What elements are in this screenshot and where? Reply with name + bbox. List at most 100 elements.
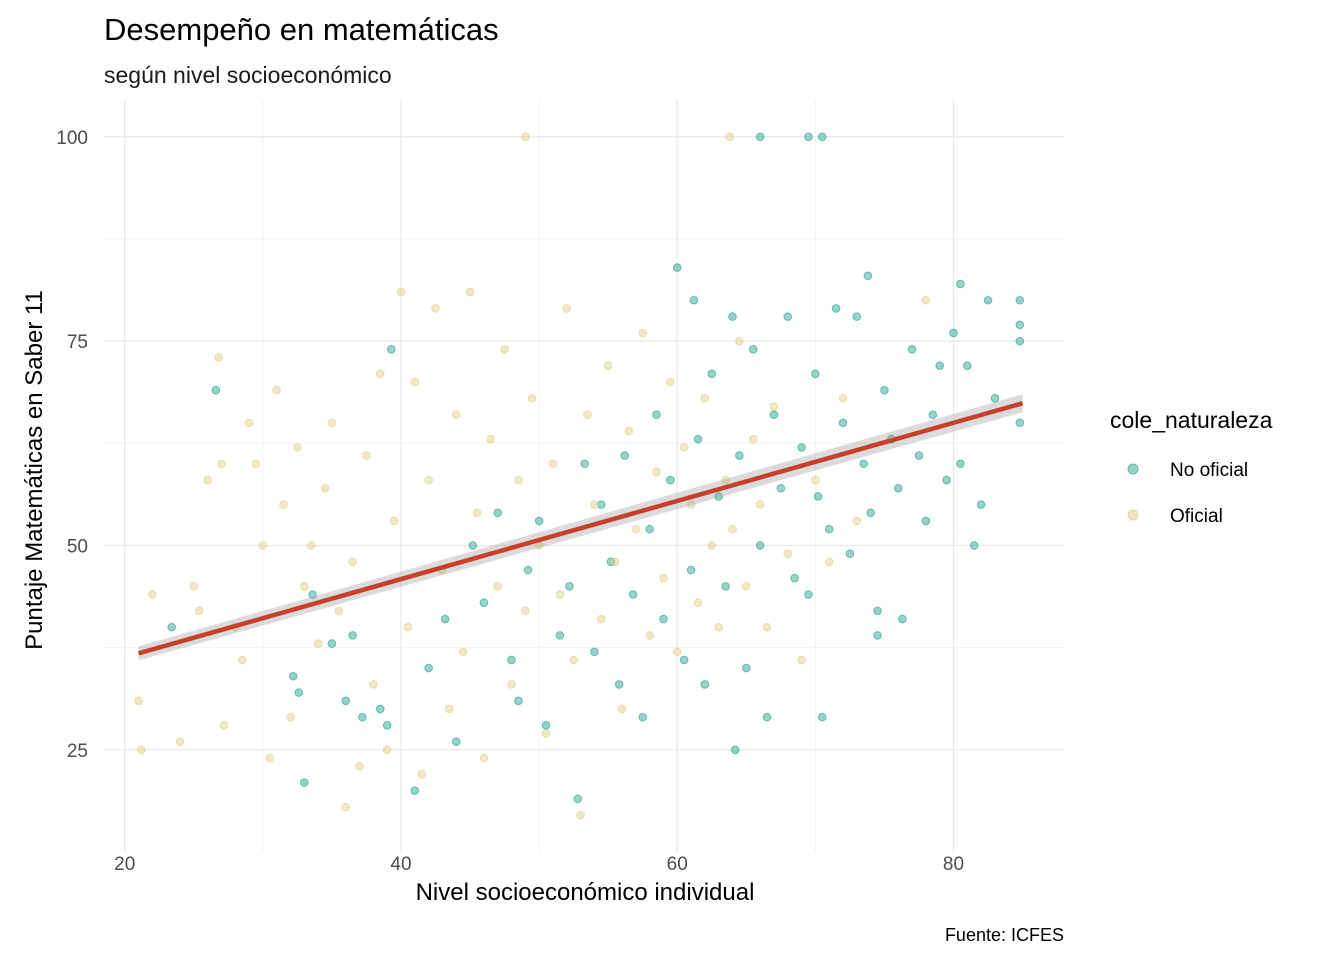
point-oficial <box>148 590 157 599</box>
point-no-oficial <box>468 541 478 550</box>
point-no-oficial <box>714 492 723 501</box>
point-oficial <box>214 353 223 362</box>
point-oficial <box>410 377 420 387</box>
point-oficial <box>742 582 751 591</box>
point-oficial <box>721 475 730 485</box>
point-oficial <box>735 336 744 346</box>
point-no-oficial <box>1015 320 1025 330</box>
point-no-oficial <box>817 132 827 142</box>
point-no-oficial <box>762 712 772 722</box>
point-no-oficial <box>907 345 917 354</box>
point-oficial <box>700 394 710 403</box>
point-no-oficial <box>990 394 1000 403</box>
point-no-oficial <box>748 345 758 354</box>
point-oficial <box>417 770 426 779</box>
point-oficial <box>320 483 330 493</box>
point-no-oficial <box>914 451 924 460</box>
point-oficial <box>500 345 509 354</box>
point-oficial <box>313 639 323 648</box>
point-oficial <box>265 753 275 763</box>
point-oficial <box>769 402 779 411</box>
point-oficial <box>783 549 793 558</box>
point-no-oficial <box>976 500 986 509</box>
point-no-oficial <box>831 304 841 313</box>
point-oficial <box>272 385 281 395</box>
point-no-oficial <box>783 312 793 321</box>
point-no-oficial <box>382 721 392 730</box>
point-no-oficial <box>686 565 696 575</box>
point-no-oficial <box>898 614 907 624</box>
point-no-oficial <box>645 524 654 534</box>
point-oficial <box>203 475 212 485</box>
point-oficial <box>748 434 758 444</box>
point-oficial <box>451 410 461 419</box>
point-no-oficial <box>845 549 855 558</box>
point-no-oficial <box>721 582 730 591</box>
point-oficial <box>714 622 723 632</box>
point-no-oficial <box>1015 295 1025 305</box>
point-no-oficial <box>410 786 420 795</box>
point-oficial <box>348 557 357 567</box>
point-no-oficial <box>573 794 583 804</box>
point-no-oficial <box>790 573 799 583</box>
point-no-oficial <box>776 483 786 493</box>
point-oficial <box>672 647 682 657</box>
point-oficial <box>645 631 654 640</box>
point-oficial <box>493 582 502 591</box>
point-no-oficial <box>728 312 737 321</box>
legend-label-oficial: Oficial <box>1170 506 1223 527</box>
point-no-oficial <box>299 778 309 787</box>
point-no-oficial <box>838 418 848 428</box>
point-oficial <box>403 622 413 632</box>
point-no-oficial <box>424 663 433 673</box>
point-no-oficial <box>590 647 599 657</box>
point-oficial <box>541 729 551 738</box>
legend-label-no-oficial: No oficial <box>1170 460 1248 481</box>
point-no-oficial <box>308 590 317 599</box>
point-no-oficial <box>620 451 630 460</box>
chart-title: Desempeño en matemáticas <box>104 12 499 47</box>
point-oficial <box>382 745 392 755</box>
point-no-oficial <box>652 410 661 419</box>
point-no-oficial <box>451 737 461 746</box>
point-no-oficial <box>928 410 938 419</box>
point-no-oficial <box>863 271 873 281</box>
point-oficial <box>195 606 204 616</box>
point-no-oficial <box>824 524 834 534</box>
point-oficial <box>583 410 592 419</box>
axis-ticks: 20 40 60 80 25 50 75 100 <box>56 128 964 875</box>
point-oficial <box>299 582 309 591</box>
point-oficial <box>617 704 627 714</box>
point-oficial <box>341 802 351 812</box>
point-no-oficial <box>755 541 765 550</box>
caption: Fuente: ICFES <box>945 925 1064 945</box>
point-no-oficial <box>534 516 544 526</box>
point-oficial <box>389 516 399 526</box>
point-oficial <box>797 655 806 665</box>
point-oficial <box>458 647 468 657</box>
x-tick-label: 20 <box>114 854 135 875</box>
point-oficial <box>369 680 378 689</box>
y-tick-label: 50 <box>67 536 88 557</box>
point-no-oficial <box>507 655 516 665</box>
point-oficial <box>603 361 613 370</box>
point-oficial <box>762 622 772 632</box>
point-no-oficial <box>811 369 820 379</box>
x-tick-label: 80 <box>943 854 964 875</box>
point-no-oficial <box>479 598 489 607</box>
point-no-oficial <box>672 263 682 272</box>
point-oficial <box>707 541 717 550</box>
point-oficial <box>852 516 862 526</box>
point-oficial <box>562 304 572 313</box>
point-no-oficial <box>873 631 882 640</box>
point-oficial <box>327 418 337 428</box>
point-no-oficial <box>580 459 589 469</box>
point-no-oficial <box>523 565 533 575</box>
point-no-oficial <box>873 606 882 616</box>
point-no-oficial <box>565 582 574 591</box>
point-no-oficial <box>167 622 176 632</box>
point-oficial <box>631 524 641 534</box>
point-no-oficial <box>375 704 385 714</box>
point-no-oficial <box>628 590 638 599</box>
